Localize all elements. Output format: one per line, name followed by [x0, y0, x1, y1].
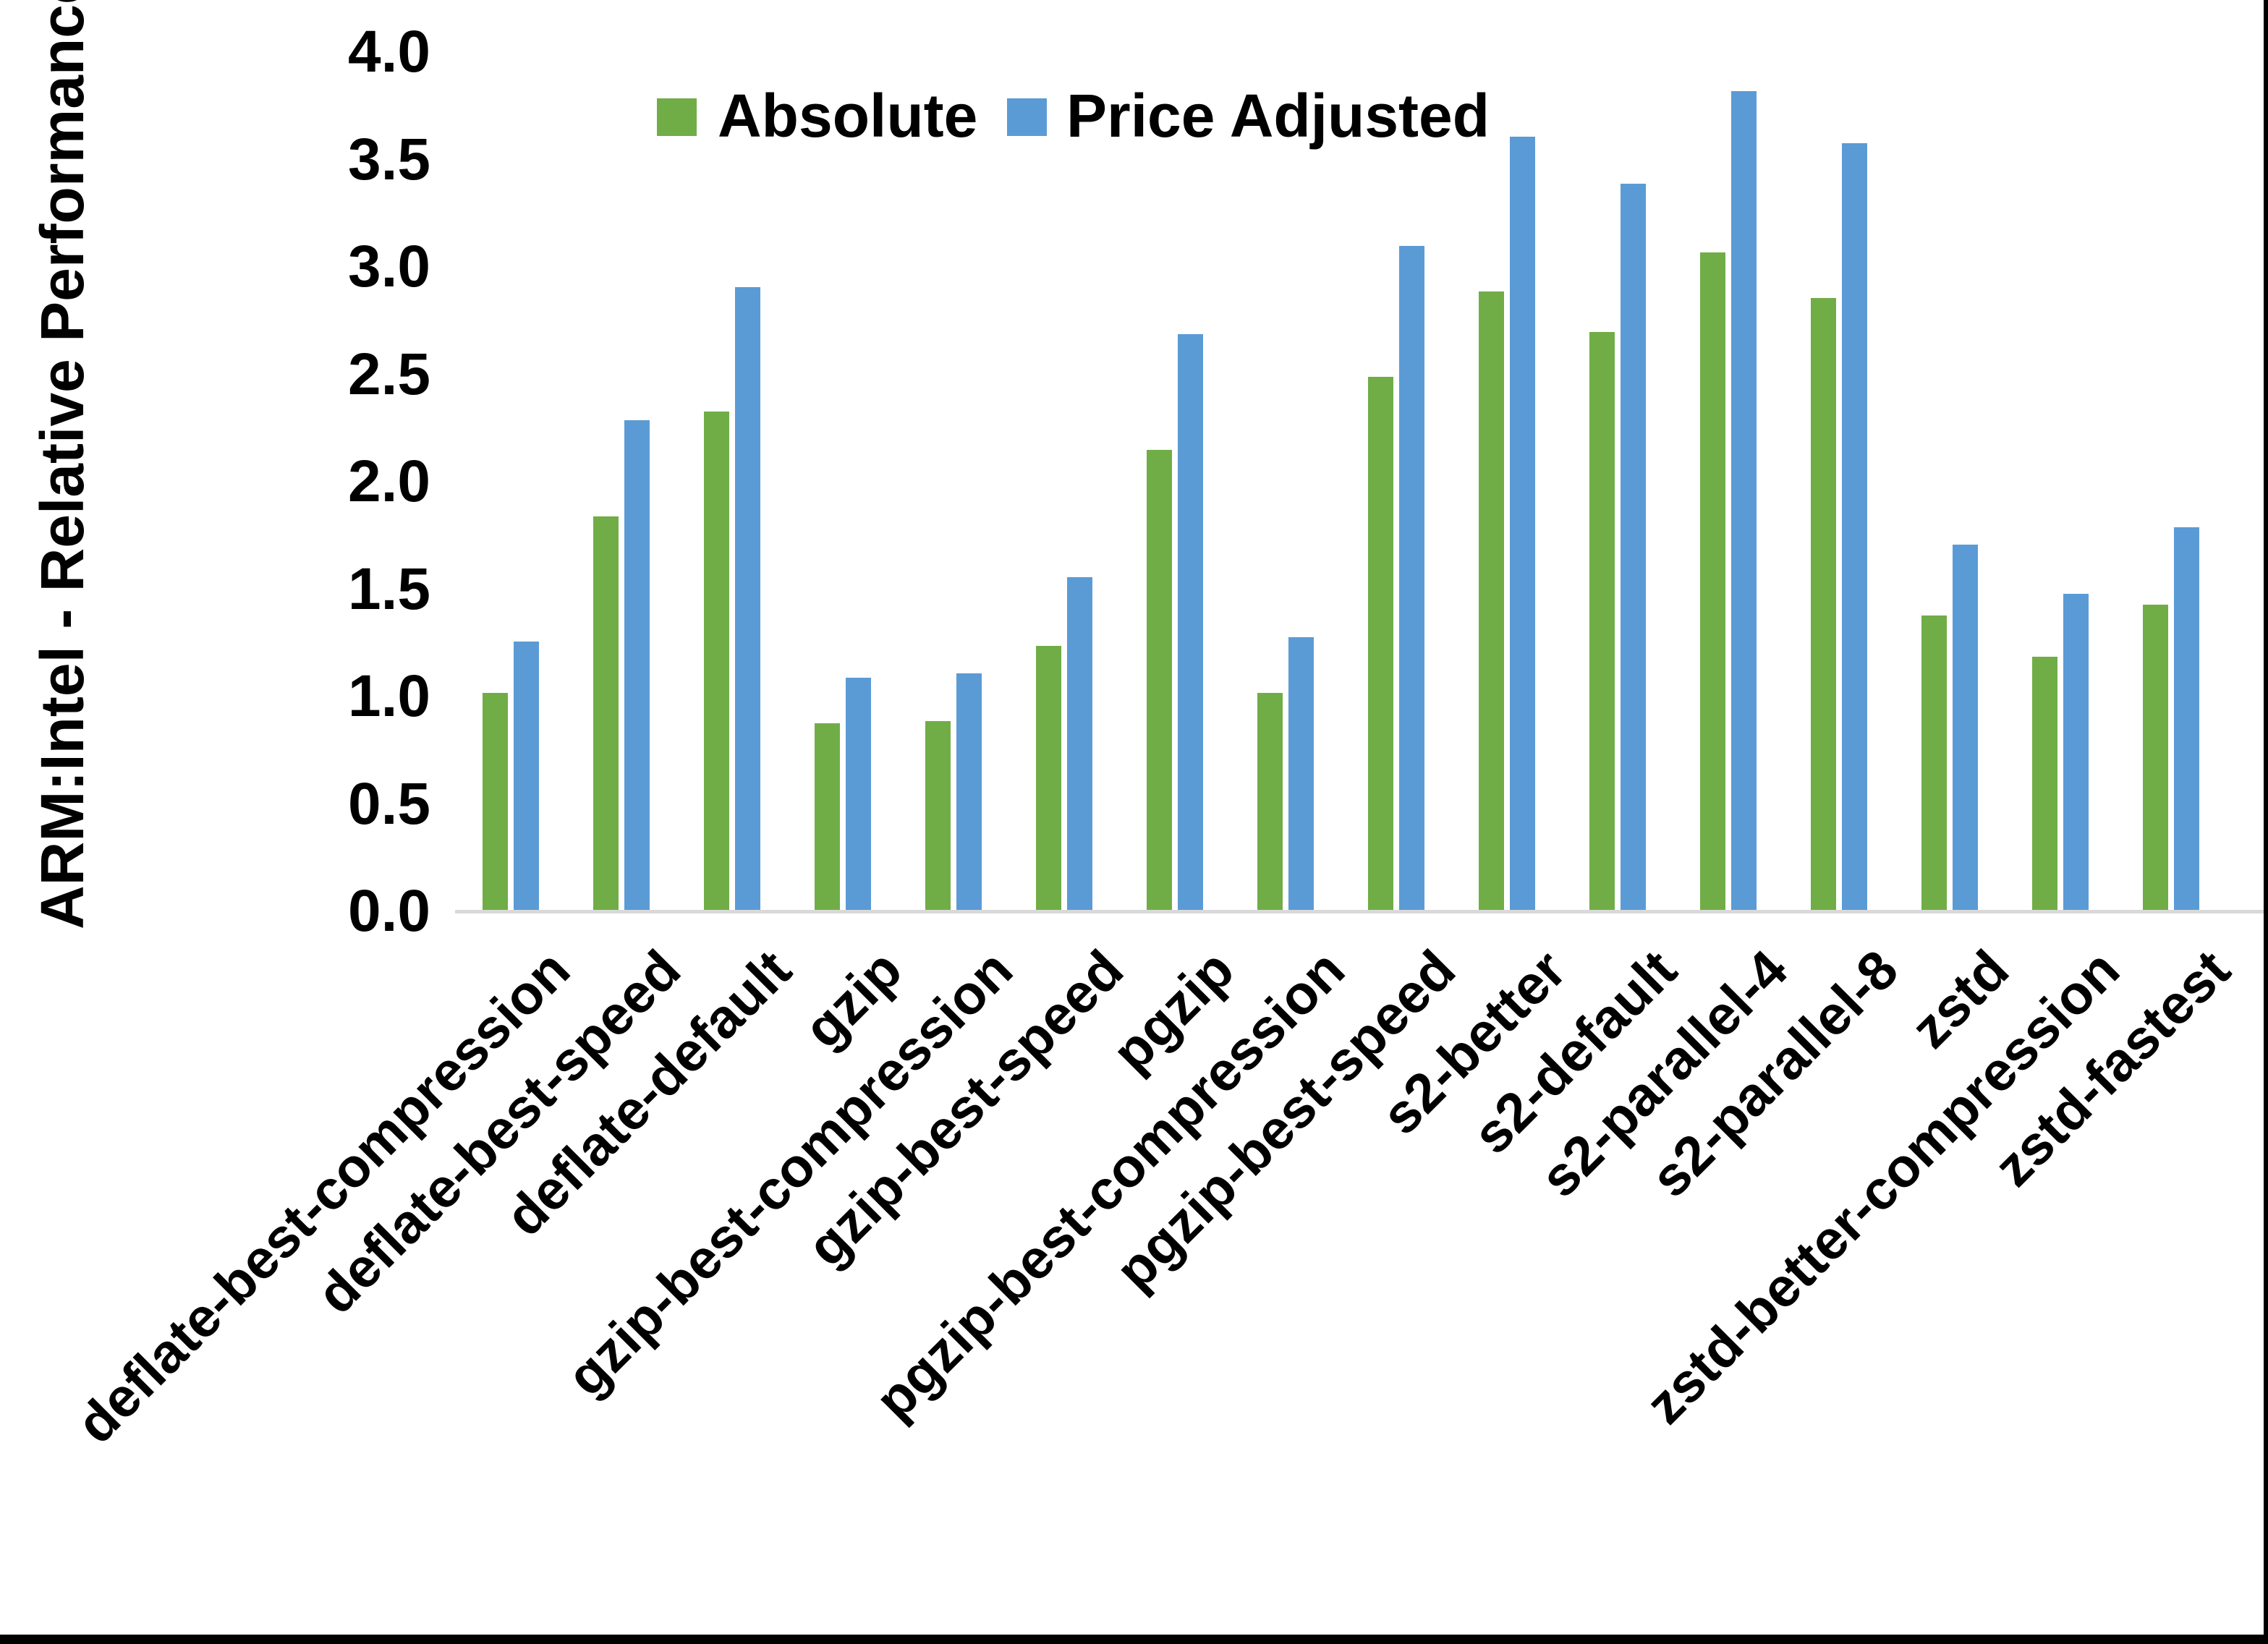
bar-price-adjusted-s2-parallel-4 [1731, 91, 1757, 910]
bar-price-adjusted-s2-default [1621, 184, 1646, 910]
bar-absolute-gzip [815, 723, 840, 910]
bar-price-adjusted-pgzip-best-compression [1288, 637, 1314, 910]
y-tick-label: 3.5 [348, 126, 430, 192]
y-tick-label: 3.0 [348, 234, 430, 299]
bar-absolute-s2-better [1479, 291, 1504, 910]
bar-absolute-zstd [1921, 616, 1947, 910]
x-axis-line [455, 910, 2264, 913]
bar-price-adjusted-pgzip [1178, 334, 1203, 910]
bar-price-adjusted-gzip-best-compression [956, 673, 982, 910]
bar-price-adjusted-gzip-best-speed [1067, 577, 1092, 910]
y-tick-label: 2.0 [348, 448, 430, 514]
legend-swatch-price-adjusted [1007, 98, 1047, 136]
bar-absolute-zstd-better-compression [2032, 657, 2057, 910]
bar-price-adjusted-pgzip-best-speed [1399, 246, 1424, 910]
legend-label-absolute: Absolute [718, 82, 978, 150]
bar-absolute-s2-parallel-4 [1700, 252, 1725, 910]
bar-absolute-pgzip [1147, 450, 1172, 910]
bar-price-adjusted-deflate-best-compression [514, 642, 539, 910]
bar-absolute-deflate-best-compression [483, 693, 508, 910]
legend-label-price-adjusted: Price Adjusted [1066, 82, 1490, 150]
y-tick-label: 0.5 [348, 770, 430, 837]
y-axis-title: ARM:Intel - Relative Performance [28, 0, 96, 929]
legend-swatch-absolute [657, 98, 697, 136]
bar-price-adjusted-deflate-best-speed [624, 420, 650, 910]
y-tick-label: 0.0 [348, 878, 430, 944]
bar-price-adjusted-zstd-better-compression [2063, 594, 2089, 910]
bar-absolute-gzip-best-compression [925, 721, 951, 910]
bar-absolute-zstd-fastest [2143, 605, 2168, 910]
bar-absolute-pgzip-best-speed [1368, 377, 1393, 910]
bar-absolute-deflate-best-speed [593, 516, 619, 910]
bar-absolute-gzip-best-speed [1036, 646, 1061, 910]
y-tick-label: 1.0 [348, 663, 430, 729]
bar-absolute-pgzip-best-compression [1257, 693, 1283, 910]
y-tick-label: 1.5 [348, 555, 430, 622]
bar-price-adjusted-gzip [846, 678, 871, 910]
y-tick-label: 4.0 [348, 19, 430, 85]
bar-price-adjusted-zstd-fastest [2174, 527, 2199, 910]
bar-price-adjusted-deflate-default [735, 287, 760, 910]
bar-absolute-deflate-default [704, 412, 729, 910]
bar-price-adjusted-s2-better [1510, 137, 1535, 910]
bar-absolute-s2-default [1589, 332, 1615, 910]
bar-absolute-s2-parallel-8 [1811, 298, 1836, 910]
bar-price-adjusted-zstd [1953, 545, 1978, 910]
y-tick-label: 2.5 [348, 341, 430, 407]
bar-price-adjusted-s2-parallel-8 [1842, 143, 1867, 910]
